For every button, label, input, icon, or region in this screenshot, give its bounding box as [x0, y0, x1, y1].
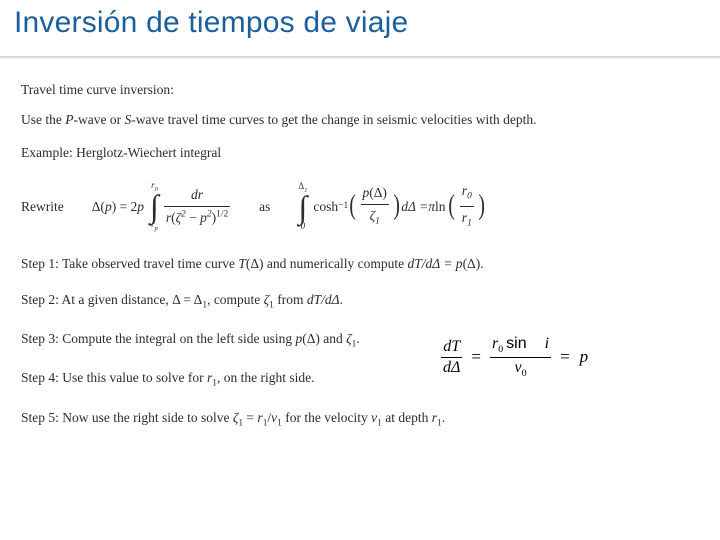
text: Δ(	[92, 197, 105, 217]
text: v	[515, 359, 522, 376]
slide-title: Inversión de tiempos de viaje	[14, 6, 408, 40]
text: for the velocity	[282, 410, 371, 425]
text: Use the	[21, 112, 65, 127]
fraction-dt-ddelta: dT dΔ	[441, 338, 462, 377]
text: .	[442, 410, 445, 425]
equation-1: Δ(p) = 2p r0 ∫ rp dr r(ζ2 − p2)1/2	[92, 181, 233, 232]
p-symbol: P	[65, 112, 73, 127]
text: −	[186, 210, 200, 225]
text: 0	[301, 222, 306, 231]
text: (Δ) and	[302, 331, 346, 346]
text: (Δ)	[369, 185, 387, 200]
text: 1	[467, 219, 472, 229]
fraction-1: dr r(ζ2 − p2)1/2	[164, 185, 230, 227]
slide-body: Travel time curve inversion: Use the P-w…	[21, 80, 701, 447]
cosh: cosh	[313, 197, 338, 217]
numerator: r0sini	[490, 335, 551, 355]
text: 1/2	[216, 209, 228, 219]
fraction-bar	[441, 357, 462, 358]
denominator: dΔ	[441, 359, 462, 377]
text: , compute	[207, 292, 264, 307]
text: Step 3: Compute the integral on the left…	[21, 331, 295, 346]
numerator: dr	[189, 185, 205, 205]
integral-symbol: Δ1 ∫ 0	[298, 182, 307, 230]
text: .	[356, 331, 359, 346]
integral-symbol: r0 ∫ rp	[150, 181, 159, 232]
sin: sin	[506, 335, 526, 352]
text: Step 4: Use this value to solve for	[21, 370, 207, 385]
fraction-bar	[361, 204, 389, 205]
intro-line-2: Use the P-wave or S-wave travel time cur…	[21, 110, 701, 130]
fraction-bar	[490, 357, 551, 358]
text: dΔ =	[401, 197, 428, 217]
text: =	[243, 410, 257, 425]
numerator: dT	[441, 338, 462, 356]
text: 0	[522, 368, 527, 379]
text: T	[238, 256, 246, 271]
step-1: Step 1: Take observed travel time curve …	[21, 254, 701, 274]
step-2: Step 2: At a given distance, Δ = Δ1, com…	[21, 290, 701, 313]
text: 0	[467, 192, 472, 202]
text: −1	[338, 200, 348, 214]
text: Step 5: Now use the right side to solve	[21, 410, 233, 425]
text: from	[274, 292, 307, 307]
ln: ln	[435, 197, 446, 217]
text: p	[155, 225, 158, 232]
equals: =	[560, 347, 570, 367]
rewrite-equation-row: Rewrite Δ(p) = 2p r0 ∫ rp dr r(ζ2 − p2)1…	[21, 181, 701, 232]
rewrite-label: Rewrite	[21, 197, 64, 217]
fraction-2: p(Δ) ζ1	[361, 183, 389, 229]
p-symbol: p	[580, 347, 589, 367]
equals: =	[471, 347, 481, 367]
pi: π	[428, 197, 435, 217]
text: 0	[498, 345, 503, 356]
denominator: v0	[513, 359, 529, 379]
text: at depth	[382, 410, 432, 425]
equation-2: Δ1 ∫ 0 cosh−1 ( p(Δ) ζ1 ) dΔ = π ln ( r0	[296, 181, 486, 231]
text: -wave or	[74, 112, 125, 127]
text: i	[545, 335, 549, 352]
text: .	[340, 292, 343, 307]
text: dT/dΔ = p	[408, 256, 463, 271]
title-underline	[0, 56, 720, 59]
text: p	[105, 197, 112, 217]
example-label: Example: Herglotz-Wiechert integral	[21, 143, 701, 163]
text: p	[200, 210, 207, 225]
overlay-equation: dT dΔ = r0sini v0 = p	[438, 334, 698, 380]
fraction-3: r0 r1	[460, 181, 474, 231]
text: (Δ) and numerically compute	[246, 256, 408, 271]
text: (Δ).	[463, 256, 484, 271]
denominator: r(ζ2 − p2)1/2	[164, 208, 230, 228]
text: Step 2: At a given distance, Δ = Δ	[21, 292, 202, 307]
fraction-bar	[460, 206, 474, 207]
text: dT/dΔ	[307, 292, 340, 307]
as-label: as	[259, 197, 270, 217]
step-5: Step 5: Now use the right side to solve …	[21, 408, 701, 431]
text: ) = 2	[112, 197, 138, 217]
fraction-r0sini-v0: r0sini v0	[490, 335, 551, 378]
fraction-bar	[164, 206, 230, 207]
text: p	[137, 197, 144, 217]
text: , on the right side.	[217, 370, 315, 385]
text: 1	[375, 217, 380, 227]
intro-line-1: Travel time curve inversion:	[21, 80, 701, 100]
text: Step 1: Take observed travel time curve	[21, 256, 238, 271]
text: -wave travel time curves to get the chan…	[131, 112, 536, 127]
